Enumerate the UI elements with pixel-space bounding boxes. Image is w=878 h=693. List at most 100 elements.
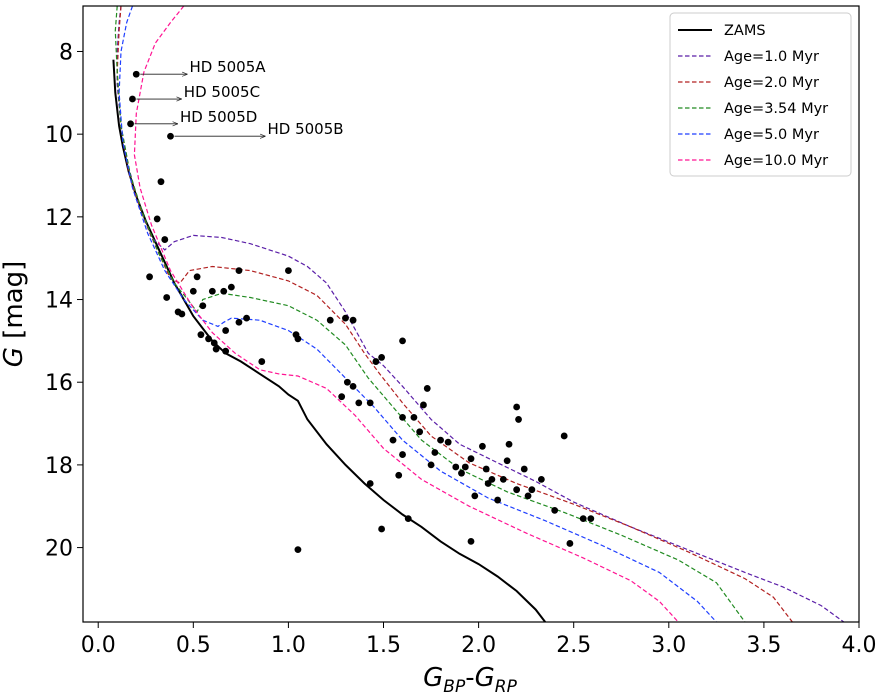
- star-marker-3: [167, 132, 174, 140]
- star-marker-40: [389, 436, 397, 444]
- x-tick-label-6: 3.0: [651, 633, 686, 658]
- star-marker-29: [294, 335, 302, 343]
- legend-label-0: ZAMS: [724, 23, 766, 39]
- star-marker-70: [524, 492, 532, 500]
- x-tick-label-7: 3.5: [746, 633, 781, 658]
- x-axis-title: GBP-GRP: [423, 663, 517, 693]
- star-marker-57: [471, 492, 479, 500]
- star-marker-77: [579, 515, 587, 523]
- star-marker-61: [488, 475, 496, 483]
- star-marker-58: [479, 442, 486, 450]
- star-marker-2: [127, 120, 134, 128]
- y-tick-label-3: 14: [45, 289, 73, 314]
- star-marker-4: [157, 178, 165, 186]
- star-marker-35: [349, 382, 357, 390]
- x-tick-label-3: 1.5: [366, 633, 401, 658]
- star-marker-52: [444, 438, 452, 446]
- star-marker-15: [220, 287, 228, 295]
- star-marker-19: [235, 318, 243, 326]
- star-marker-46: [416, 428, 424, 436]
- star-marker-17: [235, 267, 243, 274]
- star-marker-71: [528, 486, 536, 494]
- star-marker-22: [205, 335, 212, 343]
- y-tick-label-6: 20: [45, 537, 73, 562]
- annotation-label-2: HD 5005D: [180, 108, 257, 126]
- star-marker-69: [520, 465, 528, 473]
- star-marker-5: [153, 215, 161, 223]
- star-marker-76: [587, 515, 595, 523]
- star-marker-79: [378, 525, 386, 533]
- star-marker-23: [210, 339, 218, 347]
- x-tick-label-2: 1.0: [271, 633, 306, 658]
- star-marker-13: [199, 302, 207, 310]
- star-marker-37: [372, 358, 380, 365]
- y-axis: 8 10 12 14 16 18 20: [45, 40, 83, 562]
- star-marker-18: [243, 314, 250, 322]
- legend-label-4: Age=5.0 Myr: [724, 127, 819, 143]
- star-marker-39: [366, 399, 374, 407]
- y-tick-label-2: 12: [45, 206, 73, 231]
- legend: ZAMS Age=1.0 Myr Age=2.0 Myr Age=3.54 Myr Ag…: [669, 12, 852, 177]
- star-marker-49: [427, 461, 435, 469]
- star-marker-59: [482, 465, 490, 473]
- star-marker-1: [129, 95, 136, 103]
- star-marker-11: [189, 287, 197, 295]
- legend-label-1: Age=1.0 Myr: [724, 49, 819, 65]
- star-marker-66: [513, 403, 521, 411]
- plot-frame: [82, 5, 860, 623]
- series-line-2: [116, 6, 793, 622]
- x-tick-label-0: 0.0: [81, 633, 116, 658]
- star-marker-78: [366, 480, 374, 487]
- legend-label-3: Age=3.54 Myr: [724, 101, 828, 117]
- star-marker-81: [467, 537, 475, 545]
- star-marker-45: [410, 413, 418, 421]
- star-marker-62: [494, 496, 502, 504]
- x-tick-label-5: 2.5: [556, 633, 591, 658]
- star-marker-73: [551, 506, 559, 514]
- star-marker-53: [452, 463, 460, 471]
- star-marker-16: [227, 283, 235, 291]
- star-marker-34: [343, 378, 351, 386]
- star-marker-6: [161, 236, 169, 243]
- star-marker-72: [537, 475, 545, 483]
- star-marker-50: [431, 449, 439, 456]
- star-marker-30: [326, 316, 334, 324]
- star-marker-74: [560, 432, 568, 440]
- star-marker-33: [338, 393, 346, 401]
- legend-box: [669, 12, 852, 177]
- star-marker-0: [132, 70, 140, 78]
- star-marker-31: [342, 314, 349, 322]
- x-tick-label-1: 0.5: [176, 633, 211, 658]
- star-marker-14: [208, 287, 216, 295]
- star-annotations: HD 5005A HD 5005C HD 5005D HD 5005B: [134, 58, 344, 138]
- annotation-label-0: HD 5005A: [190, 58, 267, 76]
- y-tick-label-4: 16: [45, 371, 73, 396]
- star-marker-64: [503, 457, 511, 465]
- star-marker-32: [349, 316, 357, 324]
- star-marker-42: [399, 451, 406, 458]
- star-marker-75: [566, 540, 574, 547]
- star-marker-54: [458, 469, 465, 477]
- star-marker-8: [163, 294, 171, 301]
- star-marker-26: [258, 358, 266, 365]
- star-marker-48: [423, 385, 431, 392]
- star-marker-67: [515, 416, 522, 423]
- x-axis: 0.0 0.5 1.0 1.5 2.0 2.5 3.0 3.5 4.0: [81, 622, 877, 658]
- star-marker-27: [285, 267, 292, 274]
- star-marker-21: [197, 331, 205, 339]
- isochrone-lines: [112, 6, 845, 622]
- star-marker-12: [193, 273, 201, 281]
- star-marker-20: [222, 327, 230, 334]
- star-markers: [127, 70, 595, 554]
- star-marker-38: [378, 354, 386, 361]
- star-marker-55: [461, 463, 469, 471]
- y-tick-label-5: 18: [45, 454, 73, 479]
- star-marker-80: [404, 515, 412, 523]
- star-marker-24: [212, 345, 220, 353]
- star-marker-68: [513, 486, 521, 494]
- y-axis-title: G [mag]: [0, 261, 29, 367]
- annotation-label-3: HD 5005B: [267, 120, 343, 138]
- star-marker-10: [178, 310, 186, 318]
- star-marker-63: [499, 475, 507, 483]
